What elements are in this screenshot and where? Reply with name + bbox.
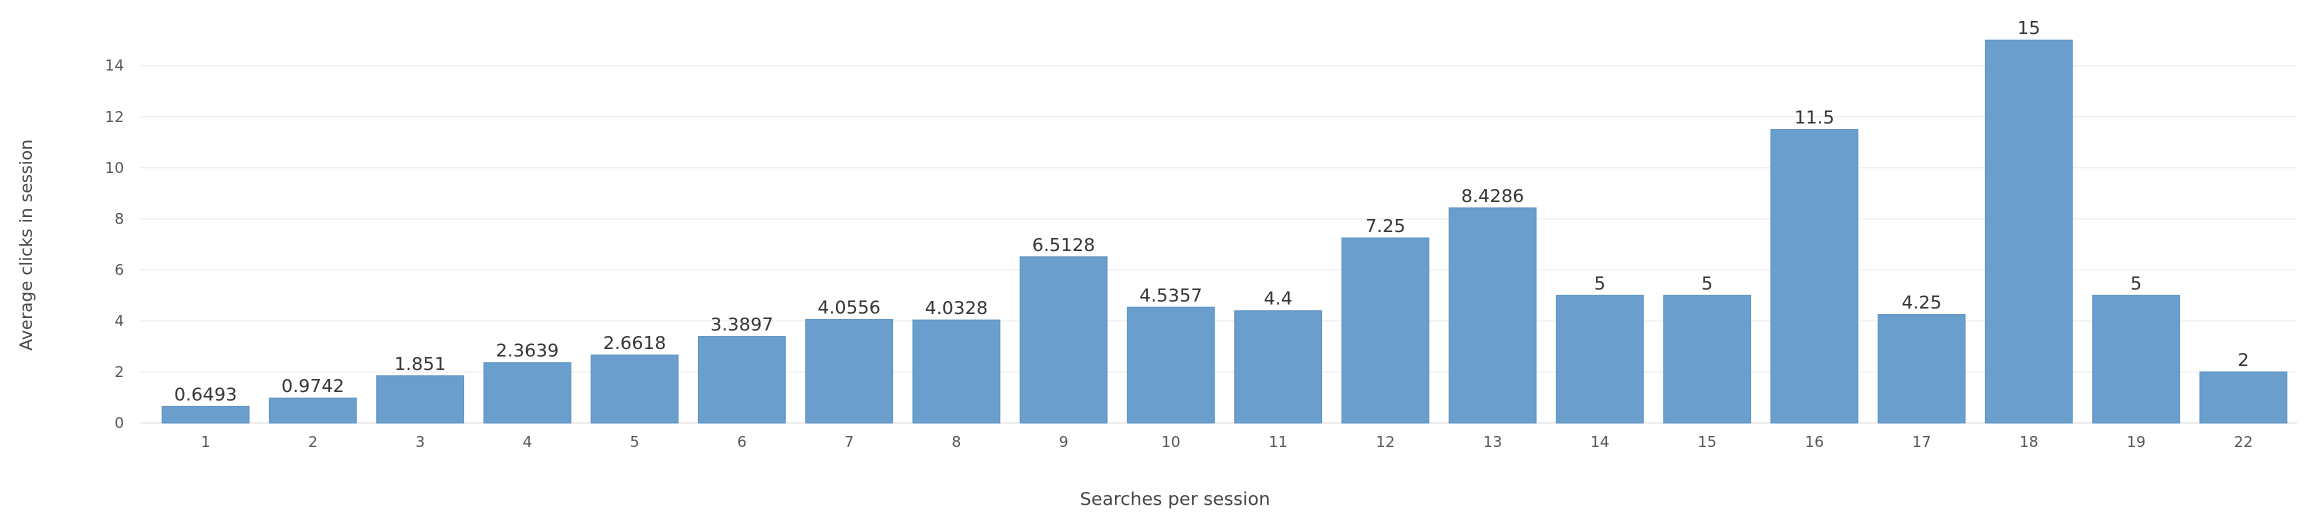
y-tick-label: 14 bbox=[105, 57, 124, 75]
x-tick-label: 2 bbox=[308, 433, 318, 451]
x-tick-label: 15 bbox=[1698, 433, 1717, 451]
x-tick-label: 11 bbox=[1269, 433, 1288, 451]
y-axis-label: Average clicks in session bbox=[17, 139, 37, 350]
y-tick-label: 8 bbox=[114, 210, 124, 228]
y-tick-label: 12 bbox=[105, 108, 124, 126]
x-tick-label: 19 bbox=[2127, 433, 2146, 451]
bar bbox=[1663, 294, 1752, 424]
x-tick-label: 10 bbox=[1161, 433, 1180, 451]
gridlines bbox=[140, 65, 2297, 424]
data-label: 5 bbox=[1594, 273, 1605, 294]
x-tick-label: 3 bbox=[415, 433, 425, 451]
x-tick-label: 1 bbox=[201, 433, 211, 451]
bar bbox=[912, 319, 1001, 424]
bars bbox=[161, 39, 2288, 424]
y-axis-ticks: 0 2 4 6 8 10 12 14 bbox=[105, 57, 124, 432]
data-label: 6.5128 bbox=[1032, 235, 1095, 256]
data-label: 5 bbox=[2130, 273, 2141, 294]
y-tick-label: 4 bbox=[114, 312, 124, 330]
bar bbox=[1770, 129, 1859, 424]
bar bbox=[697, 335, 786, 424]
y-tick-label: 10 bbox=[105, 159, 124, 177]
y-tick-label: 2 bbox=[114, 363, 124, 381]
data-label: 5 bbox=[1701, 273, 1712, 294]
x-tick-label: 13 bbox=[1483, 433, 1502, 451]
x-axis-label: Searches per session bbox=[1080, 489, 1270, 510]
bar bbox=[483, 362, 572, 424]
bar bbox=[1341, 237, 1430, 424]
x-tick-label: 17 bbox=[1912, 433, 1931, 451]
bar bbox=[376, 375, 465, 424]
bar bbox=[2092, 294, 2181, 424]
data-label: 0.9742 bbox=[281, 376, 344, 397]
data-label: 2.6618 bbox=[603, 333, 666, 354]
data-label: 15 bbox=[2017, 18, 2040, 39]
x-tick-label: 6 bbox=[737, 433, 747, 451]
bar bbox=[1234, 310, 1323, 424]
bar bbox=[1126, 306, 1215, 424]
y-tick-label: 0 bbox=[114, 414, 124, 432]
bar bbox=[2199, 371, 2288, 424]
bar bbox=[1984, 39, 2073, 424]
data-label: 4.0328 bbox=[925, 298, 988, 319]
bar bbox=[590, 354, 679, 424]
x-tick-label: 5 bbox=[630, 433, 640, 451]
data-label: 1.851 bbox=[394, 354, 446, 375]
bar bbox=[1448, 207, 1537, 424]
bar bbox=[268, 397, 357, 424]
x-tick-label: 22 bbox=[2234, 433, 2253, 451]
data-label: 0.6493 bbox=[174, 384, 237, 405]
x-axis-ticks: 1 2 3 4 5 6 7 8 9 10 11 12 13 14 15 16 17 18 19 22 bbox=[201, 433, 2253, 451]
x-tick-label: 7 bbox=[844, 433, 854, 451]
bar bbox=[805, 319, 894, 424]
bar bbox=[161, 405, 250, 424]
data-label: 2.3639 bbox=[496, 341, 559, 362]
data-labels: 0.6493 0.9742 1.851 2.3639 2.6618 3.3897 4.055… bbox=[174, 18, 2249, 405]
data-label: 3.3897 bbox=[710, 314, 773, 335]
y-tick-label: 6 bbox=[114, 261, 124, 279]
x-tick-label: 4 bbox=[523, 433, 533, 451]
bar bbox=[1019, 256, 1108, 424]
x-tick-label: 14 bbox=[1590, 433, 1609, 451]
x-tick-label: 18 bbox=[2019, 433, 2038, 451]
data-label: 11.5 bbox=[1794, 108, 1834, 129]
data-label: 2 bbox=[2238, 350, 2249, 371]
x-tick-label: 12 bbox=[1376, 433, 1395, 451]
data-label: 4.0556 bbox=[818, 298, 881, 319]
x-tick-label: 8 bbox=[952, 433, 962, 451]
data-label: 4.25 bbox=[1902, 293, 1942, 314]
bar bbox=[1877, 314, 1966, 424]
data-label: 4.4 bbox=[1264, 289, 1293, 310]
data-label: 7.25 bbox=[1365, 216, 1405, 237]
data-label: 8.4286 bbox=[1461, 186, 1524, 207]
data-label: 4.5357 bbox=[1139, 285, 1202, 306]
bar bbox=[1555, 294, 1644, 424]
x-tick-label: 9 bbox=[1059, 433, 1069, 451]
x-tick-label: 16 bbox=[1805, 433, 1824, 451]
